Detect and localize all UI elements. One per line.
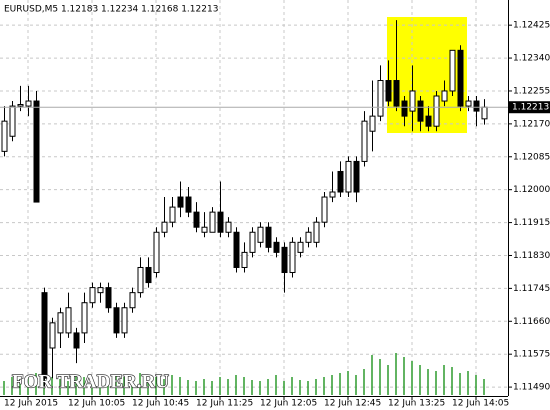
x-tick-label: 12 Jun 10:45: [132, 399, 189, 409]
candle-body: [25, 100, 32, 107]
candle-body: [193, 211, 200, 228]
candle-body: [57, 312, 64, 334]
candle-body: [129, 292, 136, 309]
candle-body: [473, 100, 480, 112]
candle-body: [353, 160, 360, 193]
candle-body: [33, 100, 40, 203]
candle-body: [265, 226, 272, 248]
candle-body: [201, 226, 208, 233]
candle-body: [209, 211, 216, 233]
candle-body: [409, 90, 416, 112]
candle-body: [401, 100, 408, 117]
candle-body: [297, 241, 304, 253]
candle-body: [377, 80, 384, 117]
y-tick-label: 1.12085: [513, 152, 550, 162]
x-tick-label: 12 Jun 11:25: [196, 399, 253, 409]
candle-body: [281, 246, 288, 274]
y-tick-label: 1.12000: [513, 185, 550, 195]
candle-body: [393, 80, 400, 107]
candle-body: [41, 292, 48, 379]
candle-body: [457, 49, 464, 107]
candle-body: [65, 307, 72, 334]
chart-title: EURUSD,M5 1.12183 1.12234 1.12168 1.1221…: [4, 5, 218, 15]
candle-body: [9, 105, 16, 137]
candle-body: [361, 120, 368, 162]
candle-body: [177, 196, 184, 208]
candle-body: [137, 266, 144, 294]
x-tick-label: 12 Jun 10:05: [68, 399, 125, 409]
candle-body: [145, 266, 152, 284]
candle-body: [441, 90, 448, 102]
candle-body: [105, 287, 112, 309]
candle-body: [1, 120, 8, 152]
candle-body: [289, 241, 296, 274]
current-price-label: 1.12213: [512, 103, 549, 113]
x-tick-label: 12 Jun 12:05: [260, 399, 317, 409]
y-tick-label: 1.11745: [513, 284, 550, 294]
candle-body: [425, 115, 432, 127]
y-tick-label: 1.11490: [513, 383, 550, 393]
candle-body: [329, 191, 336, 198]
candle-body: [369, 115, 376, 132]
candle-body: [313, 221, 320, 243]
candle-body: [169, 206, 176, 223]
y-tick-label: 1.11575: [513, 350, 550, 360]
y-tick-label: 1.12255: [513, 86, 550, 96]
candle-body: [113, 307, 120, 334]
candle-body: [97, 287, 104, 294]
candle-body: [433, 95, 440, 127]
x-tick-label: 12 Jun 2015: [4, 399, 58, 409]
candle-body: [481, 106, 488, 120]
candle-body: [305, 231, 312, 243]
y-tick-label: 1.11915: [513, 218, 550, 228]
candle-body: [337, 170, 344, 193]
candle-body: [121, 307, 128, 334]
y-tick-label: 1.11830: [513, 251, 550, 261]
x-tick-label: 12 Jun 13:25: [388, 399, 445, 409]
y-tick-label: 1.12170: [513, 119, 550, 129]
candle-body: [449, 49, 456, 92]
candle-body: [49, 322, 56, 349]
candle-body: [185, 196, 192, 213]
candle-body: [161, 221, 168, 233]
watermark: FOR TRADER.RU: [12, 371, 169, 392]
x-tick-label: 12 Jun 12:45: [324, 399, 381, 409]
candle-body: [385, 80, 392, 102]
candle-body: [257, 226, 264, 243]
candle-body: [153, 231, 160, 274]
candle-body: [273, 241, 280, 253]
y-tick-label: 1.11660: [513, 317, 550, 327]
candle-body: [225, 221, 232, 233]
candle-body: [17, 104, 24, 107]
candle-body: [345, 160, 352, 193]
current-price-box: [509, 101, 550, 114]
y-tick-label: 1.12340: [513, 54, 550, 64]
candle-body: [241, 251, 248, 268]
candle-body: [321, 196, 328, 223]
candle-body: [89, 287, 96, 304]
candle-body: [233, 231, 240, 268]
candle-body: [249, 231, 256, 253]
y-tick-label: 1.12425: [513, 21, 550, 31]
candle-body: [417, 100, 424, 122]
candle-body: [217, 211, 224, 233]
x-tick-label: 12 Jun 14:05: [452, 399, 509, 409]
candle-body: [73, 332, 80, 349]
candle-body: [81, 302, 88, 334]
candle-body: [465, 100, 472, 107]
